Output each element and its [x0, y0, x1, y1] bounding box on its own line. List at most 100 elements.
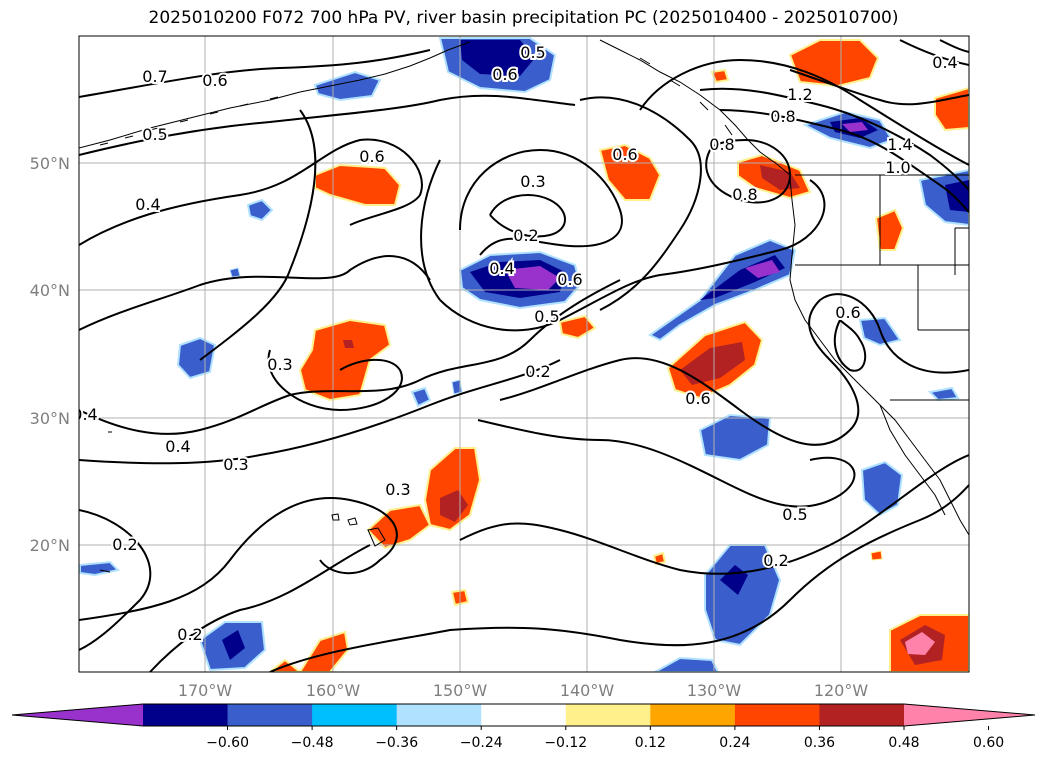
- neg-blob-ne-edge-core: [945, 180, 969, 212]
- contour-label: 0.6: [202, 71, 227, 90]
- neg-blob-tiny-4: [229, 267, 241, 278]
- neg-blob-bc-purple: [842, 122, 868, 132]
- colorbar-tick-label: −0.12: [544, 735, 587, 751]
- longitude-labels: 170°W 160°W 150°W 140°W 130°W 120°W: [178, 681, 869, 700]
- lon-label-140w: 140°W: [560, 681, 615, 700]
- neg-blob-tiny-1: [410, 386, 432, 408]
- colorbar-tick-label: 0.48: [888, 735, 919, 751]
- contour-label: 0.3: [223, 455, 248, 474]
- contour-label: 0.6: [359, 147, 384, 166]
- bc-islands: [639, 57, 733, 136]
- baja-peninsula: [879, 404, 946, 516]
- pos-blob-mid-north: [598, 143, 662, 201]
- contour-label: 0.4: [135, 195, 160, 214]
- colorbar-outline: [11, 703, 1036, 727]
- contour-label: 0.2: [177, 625, 202, 644]
- contour-line: [149, 544, 371, 672]
- contour-line: [79, 279, 621, 435]
- contour-label: 0.6: [835, 303, 860, 322]
- colorbar-tick-label: −0.48: [291, 735, 334, 751]
- pos-blob-se-pink: [905, 632, 935, 655]
- neg-blob-tiny-3: [927, 386, 960, 402]
- colorbar-extend-low: [12, 704, 143, 726]
- map-content: 0.7 0.6 0.5 0.4 0.6 0.3 0.2 0.4 0.6 0.5 …: [72, 36, 969, 672]
- contour-label: 0.2: [513, 226, 538, 245]
- colorbar-tick-label: 0.36: [804, 735, 835, 751]
- contour-line: [477, 419, 856, 508]
- colorbar-swatch: [143, 704, 229, 726]
- pos-blob-inland: [874, 208, 905, 251]
- pos-blob-bc-core: [760, 165, 800, 190]
- lon-label-120w: 120°W: [814, 681, 869, 700]
- colorbar-tick-label: 0.24: [719, 735, 750, 751]
- pos-blob-ne: [934, 86, 969, 132]
- contour-labels: 0.7 0.6 0.5 0.4 0.6 0.3 0.2 0.4 0.6 0.5 …: [72, 41, 960, 646]
- pos-blob-tiny-3: [710, 68, 730, 84]
- contour-line: [489, 194, 566, 238]
- contour-label: 0.5: [520, 43, 545, 62]
- contour-line: [459, 454, 969, 575]
- contour-label: 0.8: [770, 107, 795, 126]
- colorbar-swatch: [734, 704, 820, 726]
- contour-line: [79, 94, 576, 156]
- coastlines: [79, 39, 969, 573]
- lon-label-170w: 170°W: [178, 681, 233, 700]
- pacific-small-islands: [99, 431, 112, 573]
- pos-blob-west-mid-core: [343, 340, 354, 348]
- contour-label: 1.0: [885, 158, 910, 177]
- contour-line: [579, 96, 702, 311]
- pos-blob-tiny-5: [870, 550, 883, 561]
- contour-label: 0.2: [525, 362, 550, 381]
- colorbar-swatch: [396, 704, 482, 726]
- contour-label: 0.3: [267, 355, 292, 374]
- contour-label: 0.8: [732, 185, 757, 204]
- contour-line: [267, 349, 403, 412]
- map-frame: [78, 35, 970, 673]
- colorbar-swatch: [227, 704, 313, 726]
- west-coast-us: [789, 177, 969, 536]
- neg-blob-baja: [860, 460, 904, 517]
- contour-line: [420, 159, 441, 301]
- contour-line: [79, 509, 152, 651]
- pv-contours: [79, 39, 969, 672]
- lat-label-20n: 20°N: [30, 536, 70, 555]
- alaska-coast: [79, 41, 471, 149]
- contour-line: [199, 109, 317, 361]
- lon-label-150w: 150°W: [433, 681, 488, 700]
- latitude-labels: 50°N 40°N 30°N 20°N: [30, 154, 70, 555]
- contour-label: 0.4: [932, 53, 957, 72]
- pos-blob-hawaii-north-core: [440, 490, 468, 522]
- pos-blob-west-mid: [298, 318, 392, 402]
- contour-label: 0.4: [165, 437, 190, 456]
- contour-line: [789, 69, 969, 106]
- pos-blob-sw: [298, 630, 350, 672]
- contour-label: 0.6: [492, 65, 517, 84]
- contour-label: 0.8: [709, 135, 734, 154]
- neg-blob-subtropic-east: [698, 413, 772, 462]
- pos-blob-offshore-core: [680, 342, 745, 385]
- colorbar-tick-label: −0.60: [206, 735, 249, 751]
- contour-line: [499, 293, 969, 446]
- contour-line: [79, 359, 561, 465]
- contour-label: 0.6: [557, 270, 582, 289]
- colorbar: −0.60 −0.48 −0.36 −0.24 −0.12 0.12 0.24 0.36 0.4…: [11, 703, 1036, 751]
- neg-blob-west: [176, 336, 217, 380]
- graticule: [79, 36, 969, 672]
- pos-blob-north: [314, 163, 402, 206]
- pos-blob-hawaii-north: [423, 447, 482, 532]
- neg-blob-sw-core: [222, 630, 245, 660]
- contour-label: 0.3: [520, 172, 545, 191]
- contour-line: [833, 319, 867, 372]
- colorbar-tick-label: −0.36: [375, 735, 418, 751]
- map-panel: [79, 36, 969, 672]
- contour-line: [639, 58, 969, 166]
- contour-label: 0.5: [142, 125, 167, 144]
- lon-label-160w: 160°W: [306, 681, 361, 700]
- contour-label: 0.7: [142, 67, 167, 86]
- colorbar-swatch: [481, 704, 567, 726]
- contour-label: 0.4: [72, 405, 97, 424]
- contour-line: [79, 138, 423, 246]
- contour-label: 0.4: [489, 259, 514, 278]
- colorbar-swatch: [312, 704, 398, 726]
- colorbar-tick-label: 0.12: [635, 735, 666, 751]
